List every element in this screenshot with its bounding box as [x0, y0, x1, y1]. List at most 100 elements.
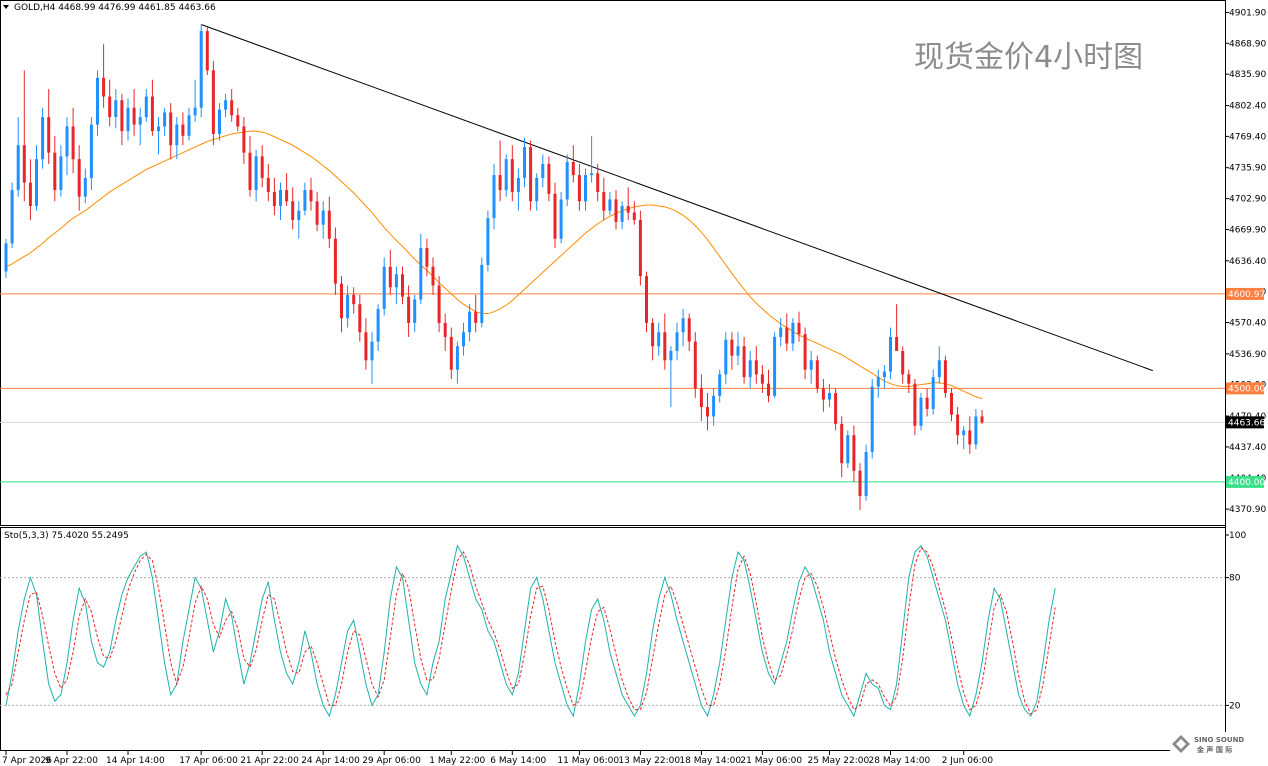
- candle: [352, 287, 356, 314]
- candle-body: [687, 318, 691, 342]
- candle-body: [16, 145, 20, 191]
- candle-body: [437, 285, 441, 323]
- candle-body: [59, 156, 63, 191]
- time-tick-label: 21 Apr 22:00: [240, 756, 299, 766]
- candle-body: [291, 201, 295, 221]
- candle-body: [370, 341, 374, 361]
- candle: [889, 327, 892, 380]
- candle-body: [736, 346, 740, 356]
- candle: [523, 137, 526, 188]
- candle: [553, 182, 557, 249]
- candle: [864, 444, 868, 501]
- candle: [108, 79, 112, 127]
- candle-body: [114, 100, 118, 118]
- candle: [266, 163, 270, 202]
- candle-body: [724, 339, 728, 375]
- price-tick-label: 4370.90: [1229, 505, 1266, 515]
- candle: [77, 145, 81, 211]
- candle-body: [455, 346, 459, 370]
- candle: [980, 409, 984, 425]
- candle-body: [163, 112, 167, 127]
- candle: [364, 318, 368, 370]
- candle-body: [797, 322, 801, 335]
- candle-body: [181, 124, 185, 136]
- candle: [47, 89, 51, 164]
- candle: [28, 159, 32, 221]
- candle-body: [187, 115, 191, 136]
- time-tick-label: 18 May 14:00: [679, 756, 741, 766]
- candle-body: [96, 77, 99, 125]
- candle: [468, 304, 472, 342]
- time-tick-label: 29 Apr 06:00: [362, 756, 421, 766]
- candle-body: [309, 190, 313, 202]
- candle-body: [321, 210, 325, 225]
- symbol-dropdown-icon[interactable]: [3, 5, 9, 9]
- candles-layer: [4, 24, 984, 510]
- candle-body: [413, 299, 417, 323]
- time-tick-label: 11 May 06:00: [557, 756, 619, 766]
- price-tags: 4600.97 4500.00 4463.66 4400.00: [1226, 287, 1265, 488]
- candle: [632, 201, 636, 225]
- candle-body: [41, 117, 45, 160]
- price-tick-label: 4769.40: [1229, 132, 1266, 142]
- candle-body: [834, 393, 838, 424]
- candle: [577, 163, 581, 211]
- candle-body: [364, 332, 368, 361]
- candle: [614, 190, 618, 230]
- stochastic-tick-label: 80: [1229, 574, 1241, 584]
- candle-body: [71, 126, 75, 160]
- candle: [138, 107, 142, 146]
- candle-body: [760, 374, 764, 384]
- candle: [919, 393, 923, 431]
- candle: [797, 311, 801, 342]
- candle: [254, 149, 258, 202]
- candle: [742, 336, 746, 384]
- candle-body: [47, 117, 51, 153]
- candle: [687, 313, 691, 351]
- candle: [834, 388, 838, 431]
- stochastic-signal-line: [5, 546, 1056, 715]
- candle-body: [28, 182, 32, 206]
- candle: [96, 70, 99, 136]
- candle-body: [333, 238, 337, 284]
- candle: [340, 276, 343, 333]
- candle-body: [279, 190, 282, 206]
- candle-body: [260, 156, 264, 178]
- candle-body: [144, 96, 148, 118]
- candle-body: [846, 435, 850, 464]
- candle: [748, 350, 752, 389]
- candle: [321, 201, 325, 239]
- candle-body: [547, 163, 551, 194]
- candle-body: [53, 152, 57, 191]
- candle-body: [602, 191, 606, 211]
- candle: [303, 182, 307, 216]
- price-tick-label: 4802.40: [1229, 102, 1266, 112]
- candle-body: [132, 107, 136, 125]
- candle: [754, 346, 758, 384]
- candle-body: [498, 175, 502, 191]
- candle-body: [620, 205, 624, 222]
- candle-body: [346, 294, 350, 319]
- candle: [516, 168, 520, 211]
- candle: [150, 79, 154, 136]
- candle: [498, 140, 502, 202]
- candle: [773, 332, 777, 398]
- candle: [437, 276, 441, 333]
- candle: [541, 154, 545, 188]
- candle-body: [712, 395, 716, 417]
- candle-body: [584, 175, 587, 202]
- candle: [211, 60, 215, 146]
- candle-body: [901, 350, 905, 375]
- candle: [718, 369, 722, 403]
- candle: [163, 107, 167, 136]
- candle: [870, 379, 874, 459]
- candle-body: [230, 100, 234, 116]
- candle-body: [175, 124, 179, 146]
- candle-body: [272, 191, 276, 206]
- candle: [193, 79, 197, 122]
- candle: [657, 322, 661, 356]
- candle-body: [553, 193, 557, 239]
- candle-body: [4, 243, 8, 272]
- candle-body: [138, 117, 142, 125]
- candle-body: [950, 393, 953, 415]
